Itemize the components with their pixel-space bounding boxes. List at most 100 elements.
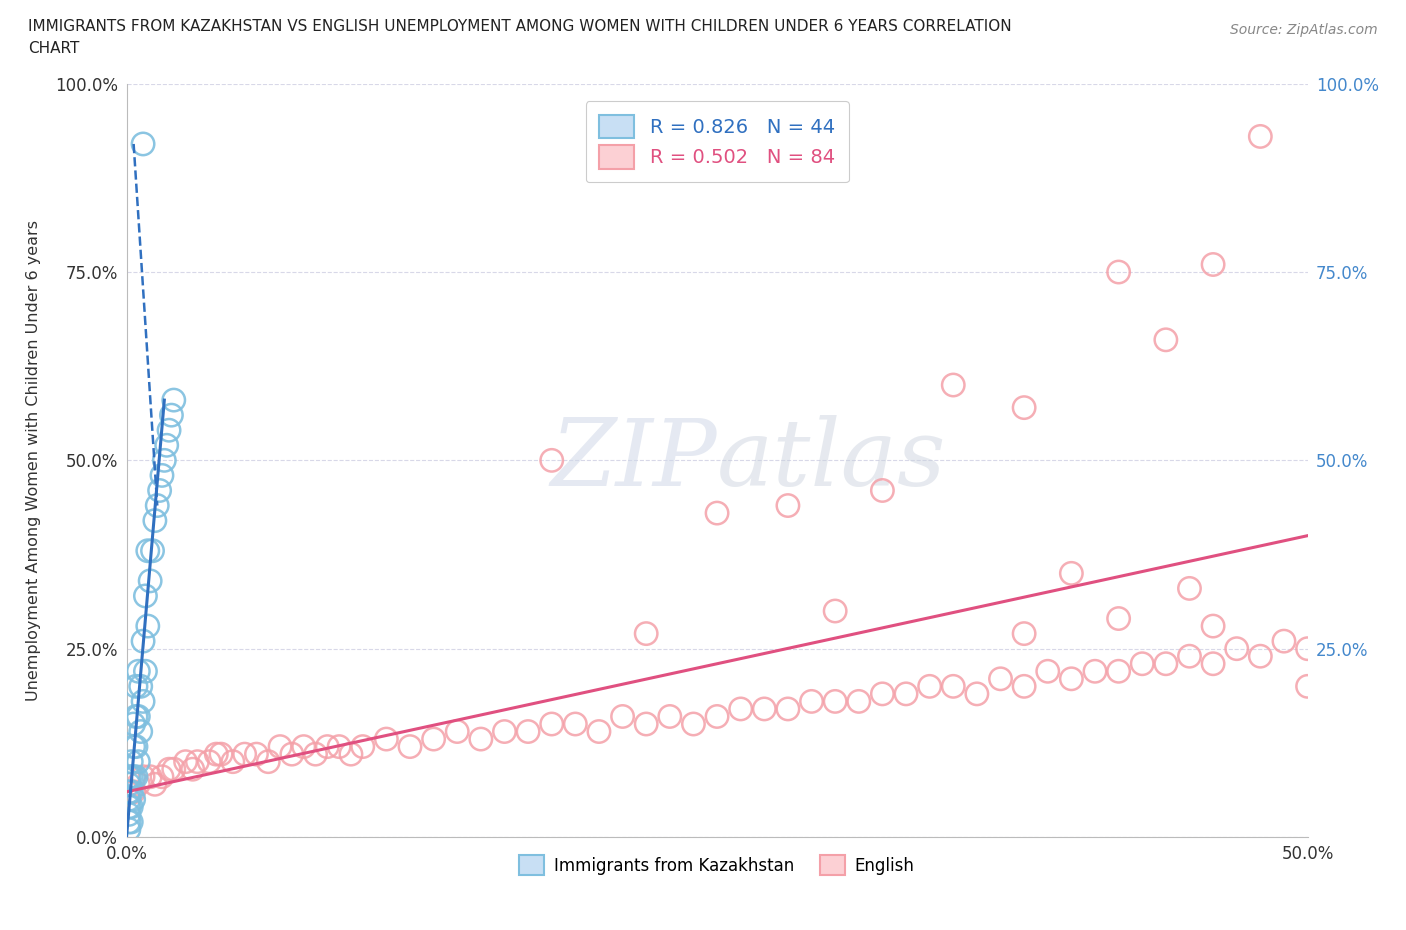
Text: IMMIGRANTS FROM KAZAKHSTAN VS ENGLISH UNEMPLOYMENT AMONG WOMEN WITH CHILDREN UND: IMMIGRANTS FROM KAZAKHSTAN VS ENGLISH UN… [28,19,1012,33]
Point [118,792,141,807]
Point [134,589,156,604]
Point [1202,657,1225,671]
Point [1108,664,1130,679]
Point [269,739,291,754]
Point [340,747,363,762]
Point [139,769,162,784]
Point [494,724,516,739]
Point [281,747,304,762]
Point [776,498,799,513]
Point [163,392,186,407]
Point [776,701,799,716]
Y-axis label: Unemployment Among Women with Children Under 6 years: Unemployment Among Women with Children U… [27,219,41,701]
Point [375,732,398,747]
Point [125,709,148,724]
Point [1154,657,1177,671]
Point [399,739,422,754]
Point [588,724,610,739]
Point [1202,618,1225,633]
Point [304,747,326,762]
Point [918,679,941,694]
Point [1060,565,1083,580]
Point [118,815,141,830]
Point [1226,642,1249,657]
Point [139,574,162,589]
Point [156,438,179,453]
Point [122,717,145,732]
Point [352,739,374,754]
Legend: Immigrants from Kazakhstan, English: Immigrants from Kazakhstan, English [513,849,921,882]
Point [127,709,149,724]
Point [174,754,197,769]
Point [636,717,658,732]
Point [612,709,634,724]
Point [120,815,142,830]
Point [120,754,142,769]
Point [146,498,169,513]
Point [894,686,917,701]
Point [127,754,149,769]
Point [730,701,752,716]
Point [1130,657,1153,671]
Point [1249,129,1271,144]
Point [222,754,245,769]
Point [706,506,728,521]
Point [163,762,186,777]
Point [1012,679,1035,694]
Point [682,717,704,732]
Point [186,754,208,769]
Point [1296,642,1319,657]
Point [1154,332,1177,347]
Point [540,453,562,468]
Point [150,468,173,483]
Point [160,407,183,422]
Point [136,618,159,633]
Point [125,769,148,784]
Point [141,543,163,558]
Point [1272,633,1295,648]
Point [143,777,166,791]
Point [127,664,149,679]
Point [942,679,965,694]
Point [125,679,148,694]
Point [129,724,152,739]
Point [872,686,894,701]
Point [120,800,142,815]
Point [132,633,155,648]
Point [118,822,141,837]
Point [636,626,658,641]
Point [1178,649,1201,664]
Point [150,769,173,784]
Point [872,483,894,498]
Point [754,701,776,716]
Point [824,694,846,709]
Point [233,747,256,762]
Point [1012,400,1035,415]
Point [132,137,155,152]
Point [942,378,965,392]
Point [446,724,468,739]
Point [134,664,156,679]
Point [118,777,141,791]
Text: CHART: CHART [28,41,80,56]
Point [122,739,145,754]
Point [1060,671,1083,686]
Point [564,717,586,732]
Point [1084,664,1107,679]
Point [328,739,350,754]
Point [122,792,145,807]
Point [848,694,870,709]
Point [1296,679,1319,694]
Point [824,604,846,618]
Point [132,694,155,709]
Point [120,769,142,784]
Point [118,769,141,784]
Point [118,800,141,815]
Point [136,543,159,558]
Point [990,671,1012,686]
Point [118,807,141,822]
Point [122,769,145,784]
Point [1249,649,1271,664]
Text: atlas: atlas [717,416,946,505]
Point [132,769,155,784]
